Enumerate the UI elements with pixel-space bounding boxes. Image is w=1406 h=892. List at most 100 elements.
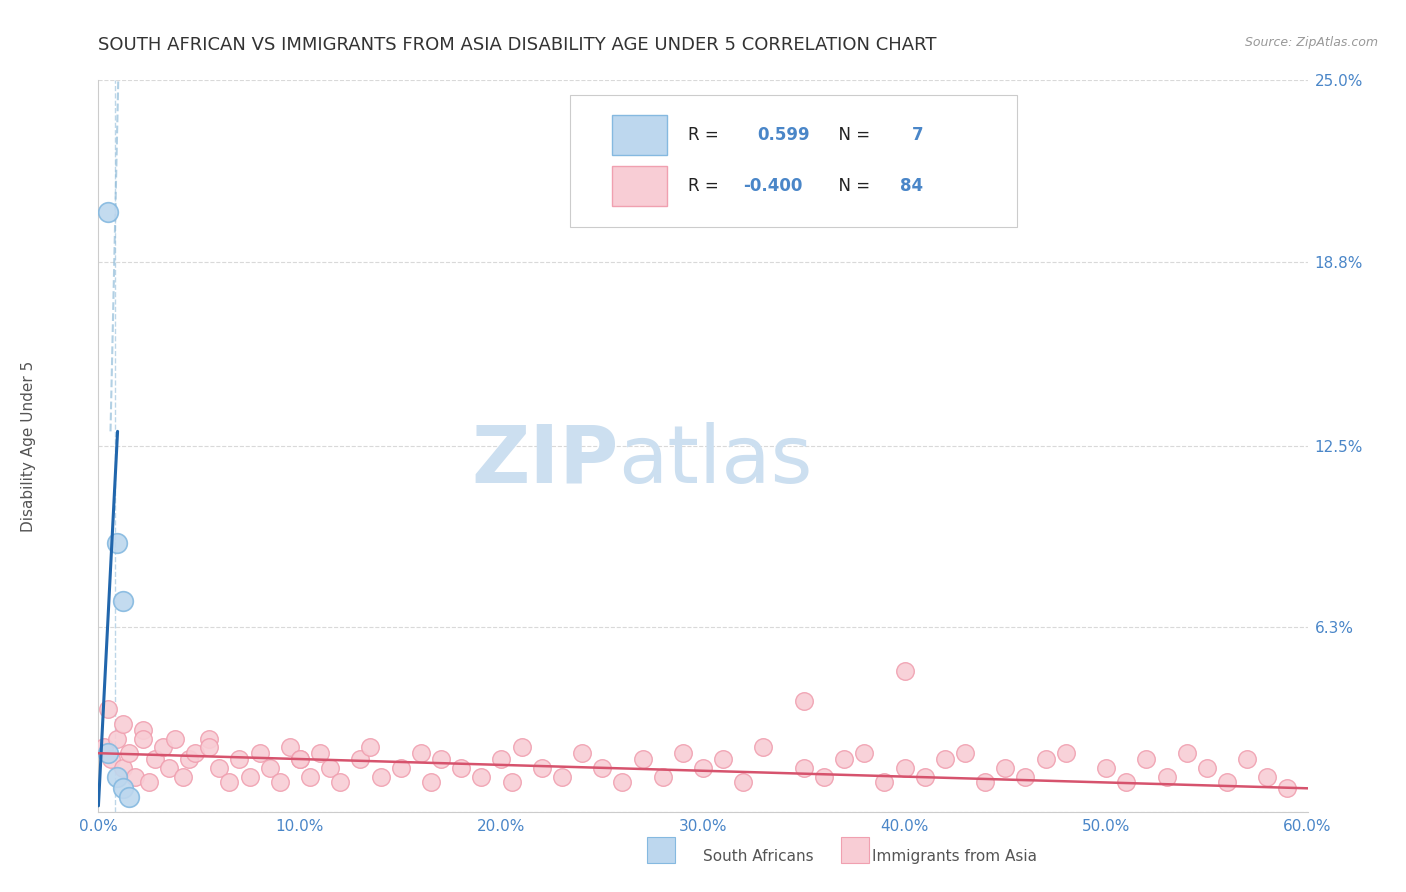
Text: N =: N = [828, 126, 880, 145]
Point [1135, 752, 1157, 766]
Point [288, 752, 311, 766]
Point [163, 731, 186, 746]
Point [111, 781, 134, 796]
Point [105, 770, 128, 784]
Point [793, 761, 815, 775]
Point [309, 746, 332, 760]
Point [218, 775, 240, 789]
Point [1156, 770, 1178, 784]
Point [105, 535, 128, 549]
FancyBboxPatch shape [613, 166, 666, 206]
Point [259, 761, 281, 775]
Point [1035, 752, 1057, 766]
Point [430, 752, 453, 766]
Text: R =: R = [689, 178, 724, 195]
Point [692, 761, 714, 775]
Point [111, 594, 134, 608]
Point [184, 746, 207, 760]
Point [105, 731, 128, 746]
Text: 0.599: 0.599 [758, 126, 810, 145]
Text: 84: 84 [900, 178, 924, 195]
Point [994, 761, 1017, 775]
Point [349, 752, 371, 766]
Point [118, 790, 141, 805]
Point [1115, 775, 1137, 789]
Point [551, 770, 574, 784]
Text: R =: R = [689, 126, 730, 145]
Point [389, 761, 412, 775]
Point [370, 770, 392, 784]
Point [470, 770, 492, 784]
Point [143, 752, 166, 766]
Point [893, 761, 915, 775]
Point [97, 702, 120, 716]
Point [208, 761, 231, 775]
Point [733, 775, 755, 789]
Point [631, 752, 654, 766]
Point [132, 731, 155, 746]
Point [1095, 761, 1118, 775]
Point [974, 775, 997, 789]
Point [269, 775, 291, 789]
Point [299, 770, 322, 784]
Point [1277, 781, 1299, 796]
Point [953, 746, 976, 760]
Point [491, 752, 513, 766]
Point [124, 770, 146, 784]
Point [1216, 775, 1239, 789]
Y-axis label: Disability Age Under 5: Disability Age Under 5 [21, 360, 37, 532]
Point [813, 770, 835, 784]
Point [853, 746, 876, 760]
Point [319, 761, 342, 775]
Text: SOUTH AFRICAN VS IMMIGRANTS FROM ASIA DISABILITY AGE UNDER 5 CORRELATION CHART: SOUTH AFRICAN VS IMMIGRANTS FROM ASIA DI… [98, 36, 936, 54]
Point [832, 752, 855, 766]
Point [97, 205, 120, 219]
Point [501, 775, 523, 789]
Point [228, 752, 250, 766]
Text: 7: 7 [912, 126, 924, 145]
Point [288, 752, 311, 766]
Point [329, 775, 352, 789]
Point [873, 775, 896, 789]
Point [419, 775, 441, 789]
Point [672, 746, 695, 760]
Point [1054, 746, 1077, 760]
Point [278, 740, 301, 755]
FancyBboxPatch shape [569, 95, 1018, 227]
Point [1175, 746, 1198, 760]
Point [132, 723, 155, 737]
Text: Source: ZipAtlas.com: Source: ZipAtlas.com [1244, 36, 1378, 49]
Point [793, 693, 815, 707]
Text: N =: N = [828, 178, 875, 195]
Point [934, 752, 956, 766]
Point [711, 752, 734, 766]
Point [1256, 770, 1278, 784]
Point [530, 761, 553, 775]
Point [138, 775, 160, 789]
Point [409, 746, 432, 760]
FancyBboxPatch shape [841, 837, 869, 863]
Point [157, 761, 180, 775]
Point [360, 740, 382, 755]
Point [914, 770, 936, 784]
Text: atlas: atlas [619, 422, 813, 500]
Point [111, 717, 134, 731]
Point [612, 775, 634, 789]
Point [111, 761, 134, 775]
Point [172, 770, 194, 784]
Text: South Africans: South Africans [703, 849, 814, 863]
Point [152, 740, 174, 755]
Point [239, 770, 262, 784]
Text: Immigrants from Asia: Immigrants from Asia [872, 849, 1036, 863]
Point [93, 740, 115, 755]
Point [177, 752, 201, 766]
Text: -0.400: -0.400 [742, 178, 803, 195]
Text: ZIP: ZIP [471, 422, 619, 500]
Point [1014, 770, 1036, 784]
Point [450, 761, 472, 775]
Point [97, 746, 120, 760]
Point [249, 746, 271, 760]
FancyBboxPatch shape [613, 115, 666, 155]
Point [591, 761, 613, 775]
Point [651, 770, 673, 784]
